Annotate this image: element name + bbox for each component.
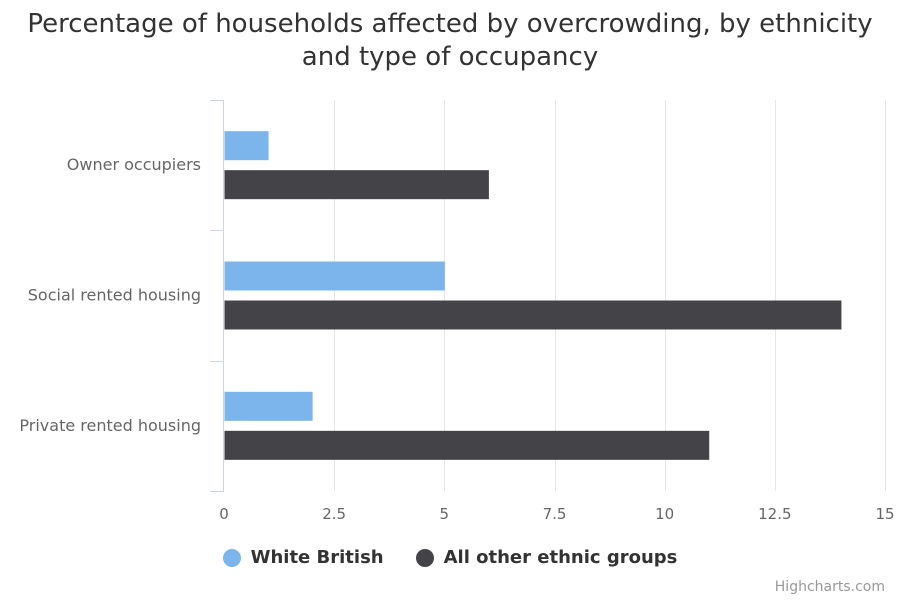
x-tick-label: 12.5 (758, 505, 791, 523)
y-category-label: Social rented housing (28, 286, 201, 305)
bar-white-british[interactable] (224, 391, 313, 421)
x-tick-label: 15 (875, 505, 894, 523)
legend-marker-all-other-ethnic-groups (415, 548, 434, 567)
bar-white-british[interactable] (224, 131, 269, 161)
x-tick-label: 5 (440, 505, 450, 523)
bar-all-other-ethnic-groups[interactable] (224, 170, 489, 200)
y-category-label: Private rented housing (19, 416, 201, 435)
credits-link[interactable]: Highcharts.com (774, 579, 885, 595)
axis-labels: 0 2.5 5 7.5 10 12.5 15 Owner occupiers Social re… (19, 155, 894, 523)
legend-item-all-other-ethnic-groups[interactable]: All other ethnic groups (415, 547, 678, 568)
bar-white-british[interactable] (224, 261, 445, 291)
legend-label-white-british: White British (250, 547, 384, 568)
legend-label-all-other-ethnic-groups: All other ethnic groups (443, 547, 678, 568)
legend-item-white-british[interactable]: White British (222, 547, 384, 568)
bar-all-other-ethnic-groups[interactable] (224, 430, 710, 460)
y-category-label: Owner occupiers (67, 155, 201, 174)
x-tick-label: 0 (219, 505, 229, 523)
bar-all-other-ethnic-groups[interactable] (224, 300, 842, 330)
bars (224, 131, 842, 460)
x-tick-label: 10 (655, 505, 674, 523)
category-axis (210, 100, 224, 492)
chart-title: Percentage of households affected by ove… (27, 9, 873, 72)
x-tick-label: 7.5 (543, 505, 567, 523)
legend-marker-white-british (222, 548, 241, 567)
legend: White British All other ethnic groups (0, 547, 900, 568)
x-tick-label: 2.5 (322, 505, 346, 523)
gridlines (334, 100, 886, 491)
